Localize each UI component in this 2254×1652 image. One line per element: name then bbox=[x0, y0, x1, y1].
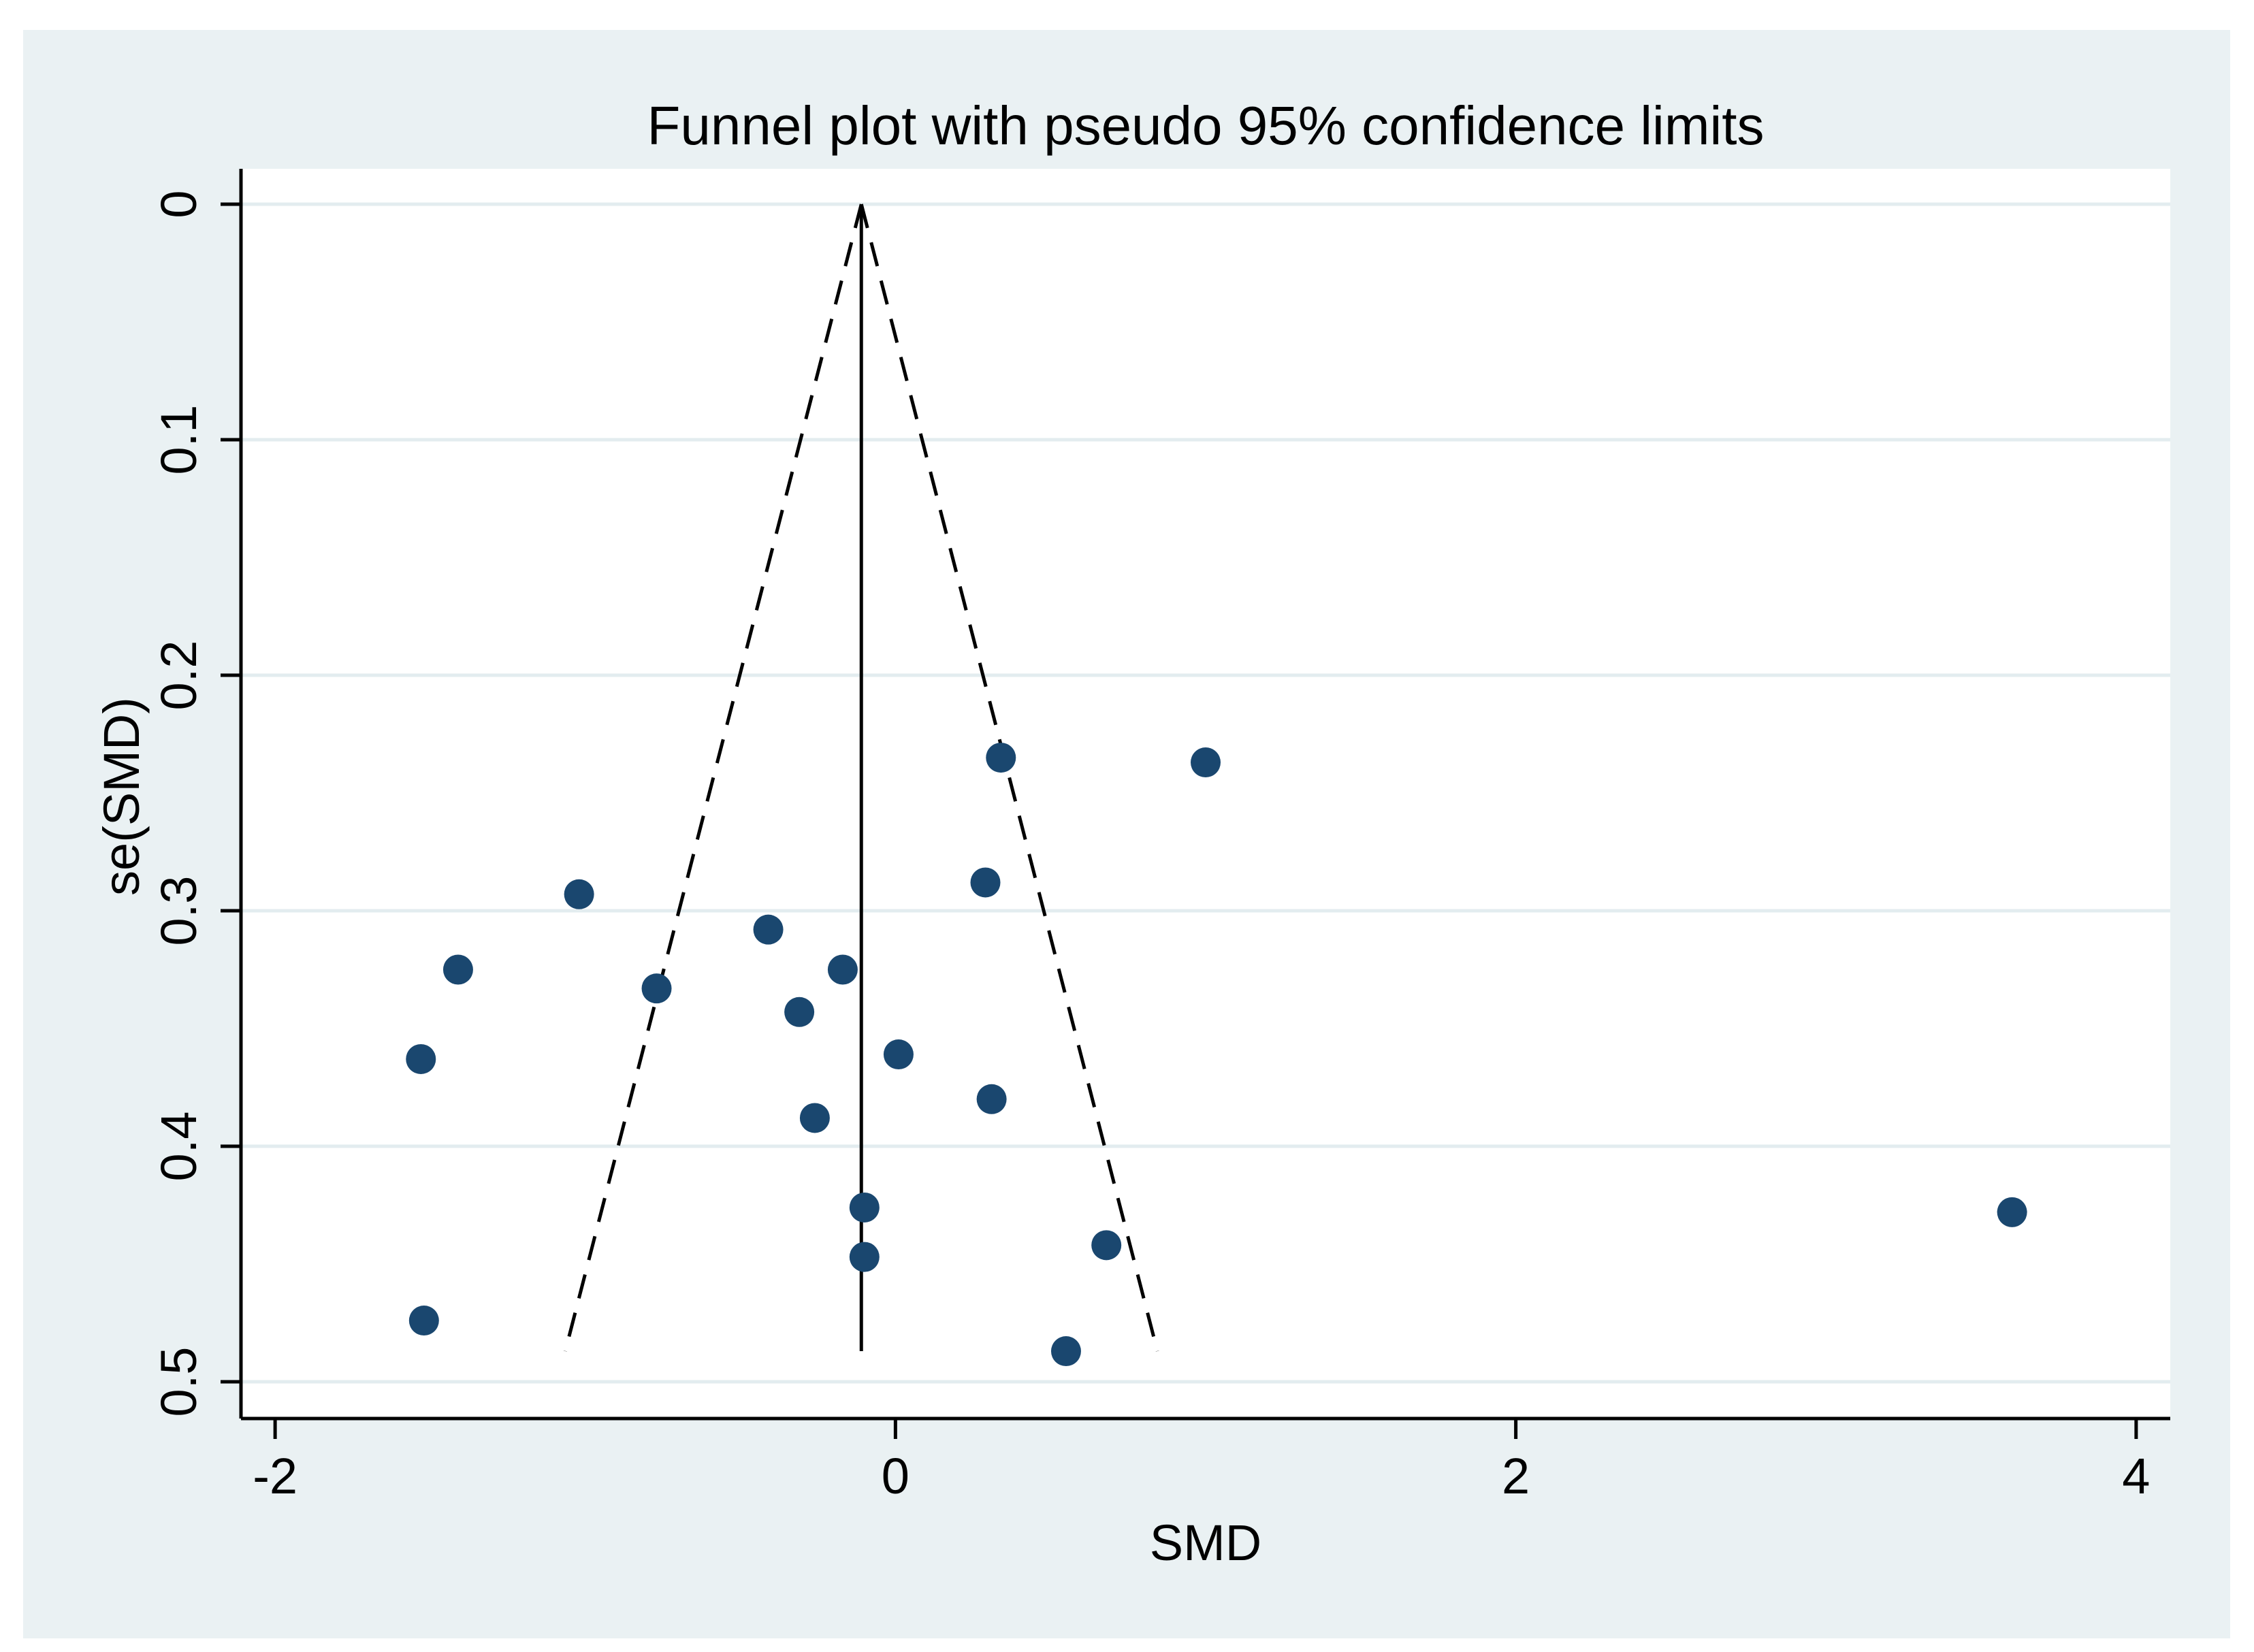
y-tick-label-0: 0 bbox=[150, 190, 207, 218]
y-tick-label-2: 0.2 bbox=[150, 641, 207, 711]
study-point-19 bbox=[1050, 1336, 1081, 1367]
y-tick-label-4: 0.4 bbox=[150, 1112, 207, 1182]
y-tick-label-1: 0.1 bbox=[150, 405, 207, 475]
study-point-18 bbox=[408, 1306, 439, 1336]
study-point-16 bbox=[1091, 1230, 1122, 1261]
study-point-10 bbox=[406, 1043, 436, 1074]
study-point-2 bbox=[1191, 747, 1221, 778]
axes bbox=[239, 169, 2170, 1421]
chart-title: Funnel plot with pseudo 95% confidence l… bbox=[647, 95, 1765, 156]
study-point-3 bbox=[970, 867, 1001, 898]
study-point-1 bbox=[986, 743, 1016, 773]
study-point-7 bbox=[827, 954, 858, 985]
study-points bbox=[406, 743, 2027, 1367]
study-point-6 bbox=[442, 954, 473, 985]
study-point-8 bbox=[641, 973, 672, 1004]
study-point-9 bbox=[784, 997, 815, 1027]
x-tick-label-2: 2 bbox=[1502, 1448, 1530, 1504]
y-tick-label-3: 0.3 bbox=[150, 876, 207, 946]
study-point-12 bbox=[976, 1084, 1007, 1114]
study-point-17 bbox=[849, 1242, 880, 1272]
x-tick-label-1: 0 bbox=[882, 1448, 909, 1504]
x-tick-label-0: -2 bbox=[253, 1448, 297, 1504]
study-point-11 bbox=[883, 1039, 914, 1070]
x-tick-label-3: 4 bbox=[2122, 1448, 2150, 1504]
plot-area bbox=[241, 169, 2170, 1419]
y-tick-label-5: 0.5 bbox=[150, 1347, 207, 1417]
lower-confidence-limit bbox=[563, 204, 863, 1352]
y-axis-ticks: 0 0.1 0.2 0.3 0.4 0.5 bbox=[150, 190, 241, 1416]
confidence-funnel bbox=[563, 204, 1159, 1352]
study-point-4 bbox=[564, 879, 594, 909]
y-axis-label: se(SMD) bbox=[93, 697, 150, 896]
x-axis-label: SMD bbox=[1150, 1515, 1261, 1571]
x-axis-ticks: -2 0 2 4 bbox=[253, 1419, 2150, 1504]
grid-lines bbox=[241, 202, 2170, 1384]
study-point-15 bbox=[1997, 1197, 2027, 1227]
upper-confidence-limit bbox=[859, 204, 1159, 1352]
study-point-13 bbox=[799, 1103, 830, 1133]
study-point-5 bbox=[753, 914, 784, 945]
study-point-14 bbox=[849, 1192, 880, 1222]
